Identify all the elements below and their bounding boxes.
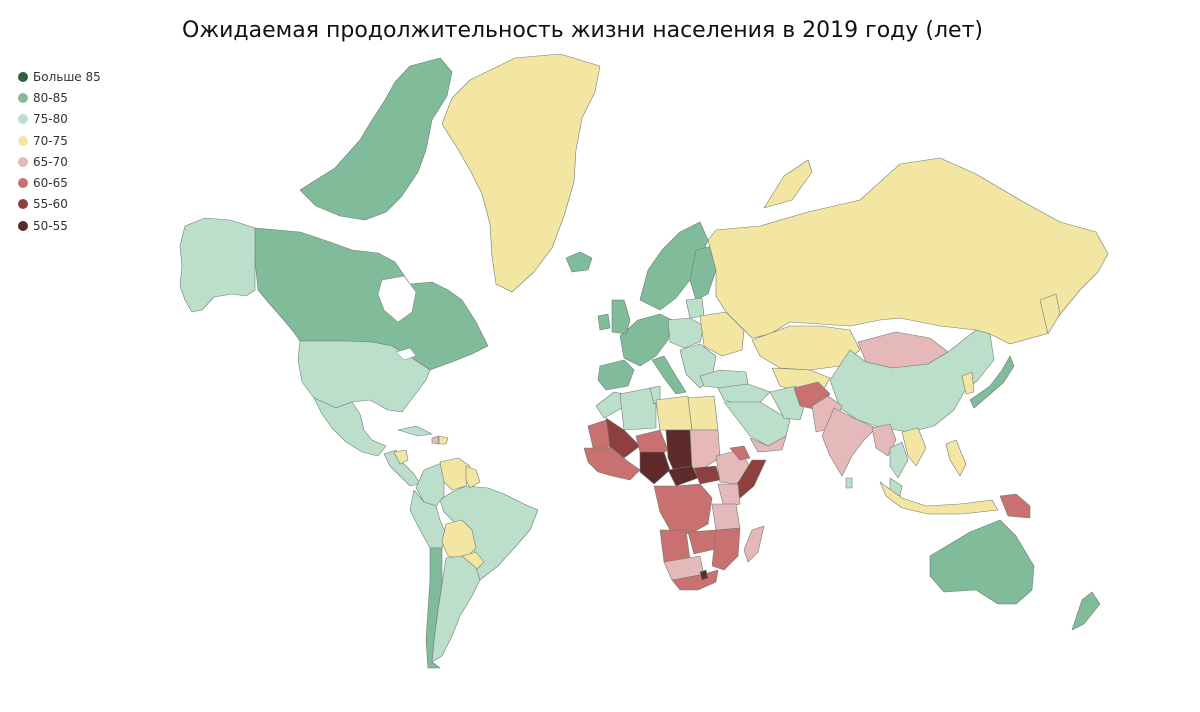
map-title: Ожидаемая продолжительность жизни населе…	[182, 18, 983, 43]
country-egypt[interactable]	[687, 395, 719, 431]
legend-item-75-80[interactable]: 75-80	[18, 109, 101, 130]
country-kenya[interactable]	[717, 483, 741, 509]
country-indonesia[interactable]	[879, 481, 999, 515]
legend-label: 70-75	[33, 133, 68, 148]
legend-swatch	[18, 92, 28, 103]
legend-label: Больше 85	[33, 69, 101, 84]
legend-item-50-55[interactable]: 50-55	[18, 215, 101, 236]
legend-swatch	[18, 178, 28, 189]
country-canadian-arctic[interactable]	[299, 57, 453, 221]
country-korea[interactable]	[961, 371, 975, 395]
country-mozambique[interactable]	[711, 527, 741, 571]
country-philippines[interactable]	[945, 439, 967, 477]
hudson-bay-lake	[377, 275, 417, 323]
country-central-african-republic[interactable]	[667, 465, 699, 487]
country-western-europe[interactable]	[619, 313, 673, 367]
country-russia[interactable]	[707, 157, 1109, 345]
legend-swatch	[18, 71, 28, 82]
country-dominican-republic[interactable]	[438, 435, 449, 445]
country-thailand[interactable]	[889, 441, 909, 479]
country-central-europe[interactable]	[667, 317, 705, 349]
legend-item-70-75[interactable]: 70-75	[18, 130, 101, 151]
country-lesotho[interactable]	[699, 569, 709, 581]
country-somalia[interactable]	[735, 459, 767, 499]
country-yemen[interactable]	[749, 435, 787, 453]
country-united-states[interactable]	[297, 340, 431, 413]
country-new-zealand[interactable]	[1071, 591, 1101, 631]
country-libya[interactable]	[655, 395, 693, 431]
country-guyana[interactable]	[465, 465, 481, 489]
country-horn-of-africa[interactable]	[729, 445, 751, 461]
country-indochina[interactable]	[901, 427, 927, 467]
legend-item-65-70[interactable]: 65-70	[18, 151, 101, 172]
country-nigeria[interactable]	[639, 451, 671, 485]
legend-item-60-65[interactable]: 60-65	[18, 172, 101, 193]
country-madagascar[interactable]	[743, 525, 765, 563]
legend-label: 80-85	[33, 90, 68, 105]
country-novaya-zemlya[interactable]	[763, 159, 813, 209]
legend-swatch	[18, 156, 28, 167]
country-iberia[interactable]	[597, 359, 635, 391]
great-lakes	[395, 347, 417, 361]
country-mali[interactable]	[605, 417, 641, 459]
country-sudan[interactable]	[689, 429, 721, 471]
country-ireland[interactable]	[597, 313, 611, 331]
legend-swatch	[18, 199, 28, 210]
country-japan[interactable]	[969, 355, 1015, 409]
country-cuba[interactable]	[397, 425, 433, 437]
country-canada[interactable]	[254, 227, 489, 371]
country-south-sudan[interactable]	[693, 465, 721, 485]
legend-label: 65-70	[33, 154, 68, 169]
country-iceland[interactable]	[565, 251, 593, 273]
country-papua-new-guinea[interactable]	[999, 493, 1031, 519]
legend: Больше 85 80-85 75-80 70-75 65-70 60-65 …	[18, 66, 101, 236]
country-sakhalin[interactable]	[1039, 293, 1061, 335]
country-angola[interactable]	[659, 529, 691, 563]
countries-layer	[179, 53, 1109, 669]
country-guatemala-honduras[interactable]	[393, 449, 409, 465]
country-middle-east[interactable]	[717, 383, 771, 405]
legend-label: 55-60	[33, 197, 68, 212]
country-mexico[interactable]	[313, 397, 387, 457]
country-sri-lanka[interactable]	[845, 477, 853, 489]
country-italy[interactable]	[651, 355, 687, 395]
legend-label: 50-55	[33, 218, 68, 233]
country-morocco[interactable]	[595, 391, 625, 419]
country-algeria[interactable]	[619, 387, 657, 431]
country-haiti[interactable]	[431, 435, 440, 445]
country-tanzania[interactable]	[711, 503, 741, 531]
legend-item-85-plus[interactable]: Больше 85	[18, 66, 101, 87]
legend-item-55-60[interactable]: 55-60	[18, 194, 101, 215]
country-india[interactable]	[821, 407, 877, 477]
country-baltics[interactable]	[685, 297, 705, 319]
legend-item-80-85[interactable]: 80-85	[18, 87, 101, 108]
country-united-kingdom[interactable]	[611, 299, 631, 335]
legend-swatch	[18, 114, 28, 125]
country-greenland[interactable]	[441, 53, 601, 293]
legend-label: 75-80	[33, 112, 68, 127]
country-venezuela[interactable]	[439, 457, 471, 491]
country-congo-basin[interactable]	[653, 483, 713, 535]
legend-label: 60-65	[33, 176, 68, 191]
country-west-africa-coast[interactable]	[583, 447, 641, 481]
country-chile[interactable]	[425, 547, 443, 669]
country-alaska[interactable]	[179, 217, 256, 313]
legend-swatch	[18, 135, 28, 146]
legend-swatch	[18, 220, 28, 231]
country-australia[interactable]	[929, 519, 1035, 605]
